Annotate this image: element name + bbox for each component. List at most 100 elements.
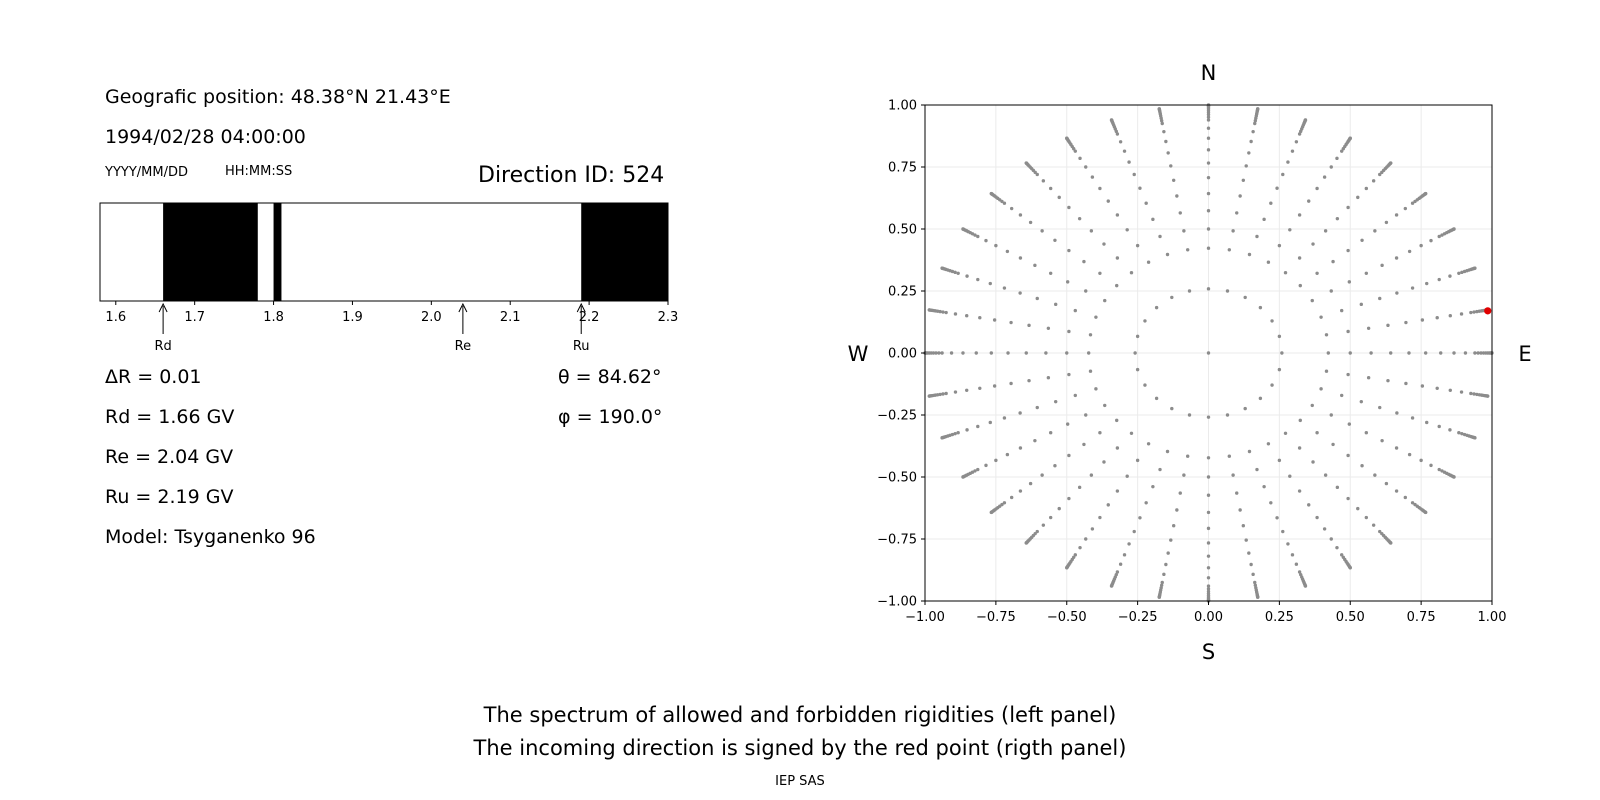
- direction-point-247: [1322, 175, 1327, 179]
- direction-point-711: [1473, 266, 1477, 270]
- direction-point-338: [1118, 562, 1123, 566]
- direction-point-211: [1315, 186, 1319, 191]
- direction-point-713: [1423, 191, 1428, 196]
- direction-point-300: [1048, 515, 1053, 520]
- direction-point-103: [1288, 228, 1292, 232]
- direction-point-185: [1018, 291, 1022, 295]
- x-tick-label-5: 0.25: [1265, 610, 1294, 625]
- direction-point-59: [1319, 387, 1323, 391]
- direction-point-140: [1269, 201, 1273, 205]
- direction-point-273: [1384, 481, 1389, 486]
- direction-point-384: [1469, 391, 1473, 396]
- direction-point-108: [1151, 217, 1155, 222]
- direction-point-364: [976, 234, 980, 239]
- direction-point-376: [1206, 584, 1211, 588]
- compass-west: W: [848, 342, 869, 366]
- direction-point-422: [1475, 309, 1479, 314]
- direction-point-357: [1253, 121, 1257, 126]
- direction-point-89: [1231, 473, 1235, 477]
- direction-point-135: [1378, 296, 1382, 301]
- direction-point-328: [984, 238, 988, 243]
- direction-point-369: [956, 431, 960, 435]
- direction-point-65: [1315, 271, 1319, 275]
- direction-point-381: [1410, 501, 1415, 505]
- x-tick-label-7: 0.75: [1407, 610, 1436, 625]
- direction-point-242: [1435, 316, 1439, 320]
- direction-point-325: [1078, 156, 1082, 161]
- direction-point-313: [1463, 351, 1468, 355]
- direction-point-353: [1410, 201, 1415, 205]
- direction-point-100: [1347, 280, 1352, 284]
- direction-point-723: [989, 191, 994, 196]
- direction-point-281: [1394, 213, 1399, 217]
- direction-point-191: [1053, 464, 1057, 468]
- direction-point-169: [1407, 351, 1411, 355]
- direction-point-139: [1297, 213, 1302, 217]
- direction-point-299: [1018, 489, 1023, 493]
- spectrum-tick-label-5: 2.1: [500, 310, 521, 325]
- direction-point-106: [1206, 209, 1211, 213]
- direction-point-207: [1410, 286, 1415, 290]
- direction-point-283: [1329, 165, 1333, 169]
- y-tick-label-1: 0.75: [888, 161, 917, 176]
- direction-point-83: [1098, 431, 1102, 435]
- direction-point-159: [1175, 508, 1179, 512]
- direction-point-115: [1044, 351, 1048, 355]
- direction-point-251: [1166, 151, 1170, 155]
- direction-point-124: [1206, 493, 1211, 497]
- direction-point-716: [1303, 118, 1308, 122]
- direction-point-86: [1158, 467, 1162, 472]
- direction-point-360: [1115, 132, 1120, 136]
- direction-point-305: [1249, 562, 1253, 567]
- direction-point-9: [1170, 295, 1174, 300]
- direction-point-303: [1164, 562, 1168, 567]
- spectrum-frame: [99, 202, 669, 302]
- direction-point-32: [1247, 252, 1252, 257]
- spectrum-tick-label-6: 2.2: [579, 310, 600, 325]
- direction-point-297: [976, 424, 980, 429]
- time-format-label: HH:MM:SS: [225, 164, 293, 179]
- direction-point-125: [1235, 491, 1239, 495]
- direction-point-157: [1115, 489, 1120, 493]
- direction-point-342: [1294, 562, 1299, 566]
- direction-point-365: [956, 271, 960, 275]
- direction-point-155: [1067, 453, 1071, 458]
- direction-point-418: [1440, 469, 1444, 473]
- direction-point-344: [1371, 523, 1376, 527]
- direction-point-60: [1324, 369, 1329, 373]
- direction-point-358: [1206, 118, 1211, 122]
- direction-point-275: [1425, 420, 1429, 425]
- direction-point-265: [1090, 527, 1095, 531]
- direction-point-717: [1256, 107, 1260, 111]
- direction-point-107: [1178, 211, 1182, 215]
- direction-point-401: [953, 270, 957, 275]
- direction-point-136: [1364, 271, 1369, 275]
- caption-line-2: The incoming direction is signed by the …: [473, 736, 1127, 760]
- direction-point-162: [1269, 501, 1273, 505]
- direction-point-71: [1182, 229, 1186, 233]
- marker-arrowhead-re: [458, 302, 468, 313]
- direction-point-208: [1394, 256, 1399, 260]
- direction-point-719: [1157, 107, 1161, 111]
- direction-point-331: [949, 351, 954, 355]
- direction-point-712: [1452, 227, 1456, 231]
- direction-point-285: [1249, 139, 1253, 144]
- y-tick-label-3: 0.25: [888, 285, 917, 300]
- rd-value: Rd = 1.66 GV: [105, 406, 235, 428]
- direction-point-24: [1277, 367, 1282, 372]
- direction-point-144: [1144, 201, 1148, 205]
- direction-point-174: [1335, 216, 1340, 221]
- direction-point-204: [1404, 381, 1408, 386]
- direction-point-234: [1281, 529, 1285, 534]
- direction-point-249: [1247, 151, 1251, 155]
- direction-point-216: [1132, 172, 1136, 177]
- direction-point-264: [1057, 506, 1061, 511]
- spectrum-tick-label-2: 1.8: [263, 310, 284, 325]
- direction-point-318: [1371, 179, 1376, 183]
- direction-point-150: [1027, 323, 1031, 328]
- y-tick-label-2: 0.50: [888, 223, 917, 238]
- direction-point-172: [1380, 263, 1384, 268]
- marker-label-re: Re: [455, 339, 471, 354]
- direction-point-13: [1133, 351, 1137, 355]
- direction-point-346: [1429, 463, 1433, 468]
